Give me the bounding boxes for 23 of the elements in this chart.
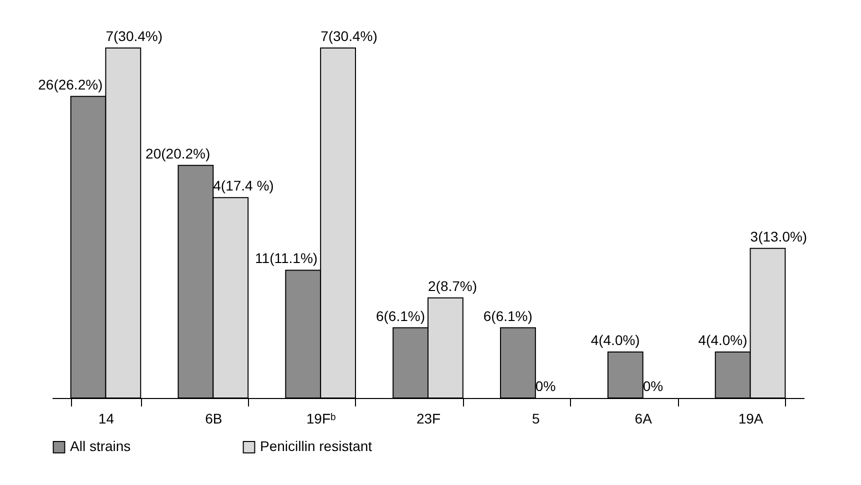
data-label: 4(4.0%) bbox=[590, 332, 640, 348]
data-label: 0% bbox=[642, 378, 664, 394]
data-label: 4(17.4 %) bbox=[213, 178, 274, 194]
data-label: 26(26.2%) bbox=[38, 76, 103, 92]
data-label: 7(30.4%) bbox=[106, 28, 163, 44]
x-tick-label: 14 bbox=[98, 410, 114, 426]
legend-label: All strains bbox=[70, 438, 131, 454]
x-tick-label: 23F bbox=[416, 410, 441, 426]
x-tick-label: 19Fᵇ bbox=[306, 410, 336, 426]
data-label: 7(30.4%) bbox=[320, 28, 378, 44]
legend-label: Penicillin resistant bbox=[260, 438, 372, 454]
data-label: 20(20.2%) bbox=[146, 145, 210, 162]
data-label: 6(6.1%) bbox=[483, 308, 532, 324]
data-label: 4(4.0%) bbox=[698, 332, 748, 348]
x-tick-label: 19A bbox=[738, 410, 764, 426]
data-label: 11(11.1%) bbox=[255, 250, 318, 266]
data-label: 2(8.7%) bbox=[428, 278, 478, 294]
data-label: 0% bbox=[535, 378, 556, 394]
x-tick-label: 5 bbox=[532, 410, 540, 426]
x-tick-label: 6B bbox=[205, 410, 222, 426]
data-label: 6(6.1%) bbox=[376, 308, 425, 324]
x-tick-label: 6A bbox=[634, 410, 653, 426]
data-label: 3(13.0%) bbox=[750, 228, 808, 244]
